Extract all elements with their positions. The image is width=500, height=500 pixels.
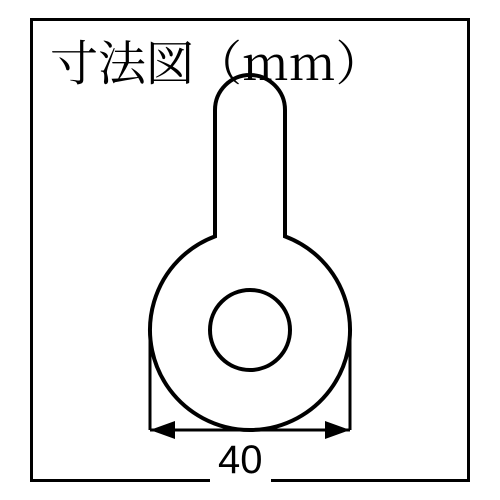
arrow-left [150,421,175,439]
dimension-label: 40 [210,438,271,483]
inner-circle [210,290,290,370]
arrow-right [325,421,350,439]
diagram-svg [0,0,500,500]
outline-path [150,75,350,430]
page: 寸法図（mm） 40 [0,0,500,500]
